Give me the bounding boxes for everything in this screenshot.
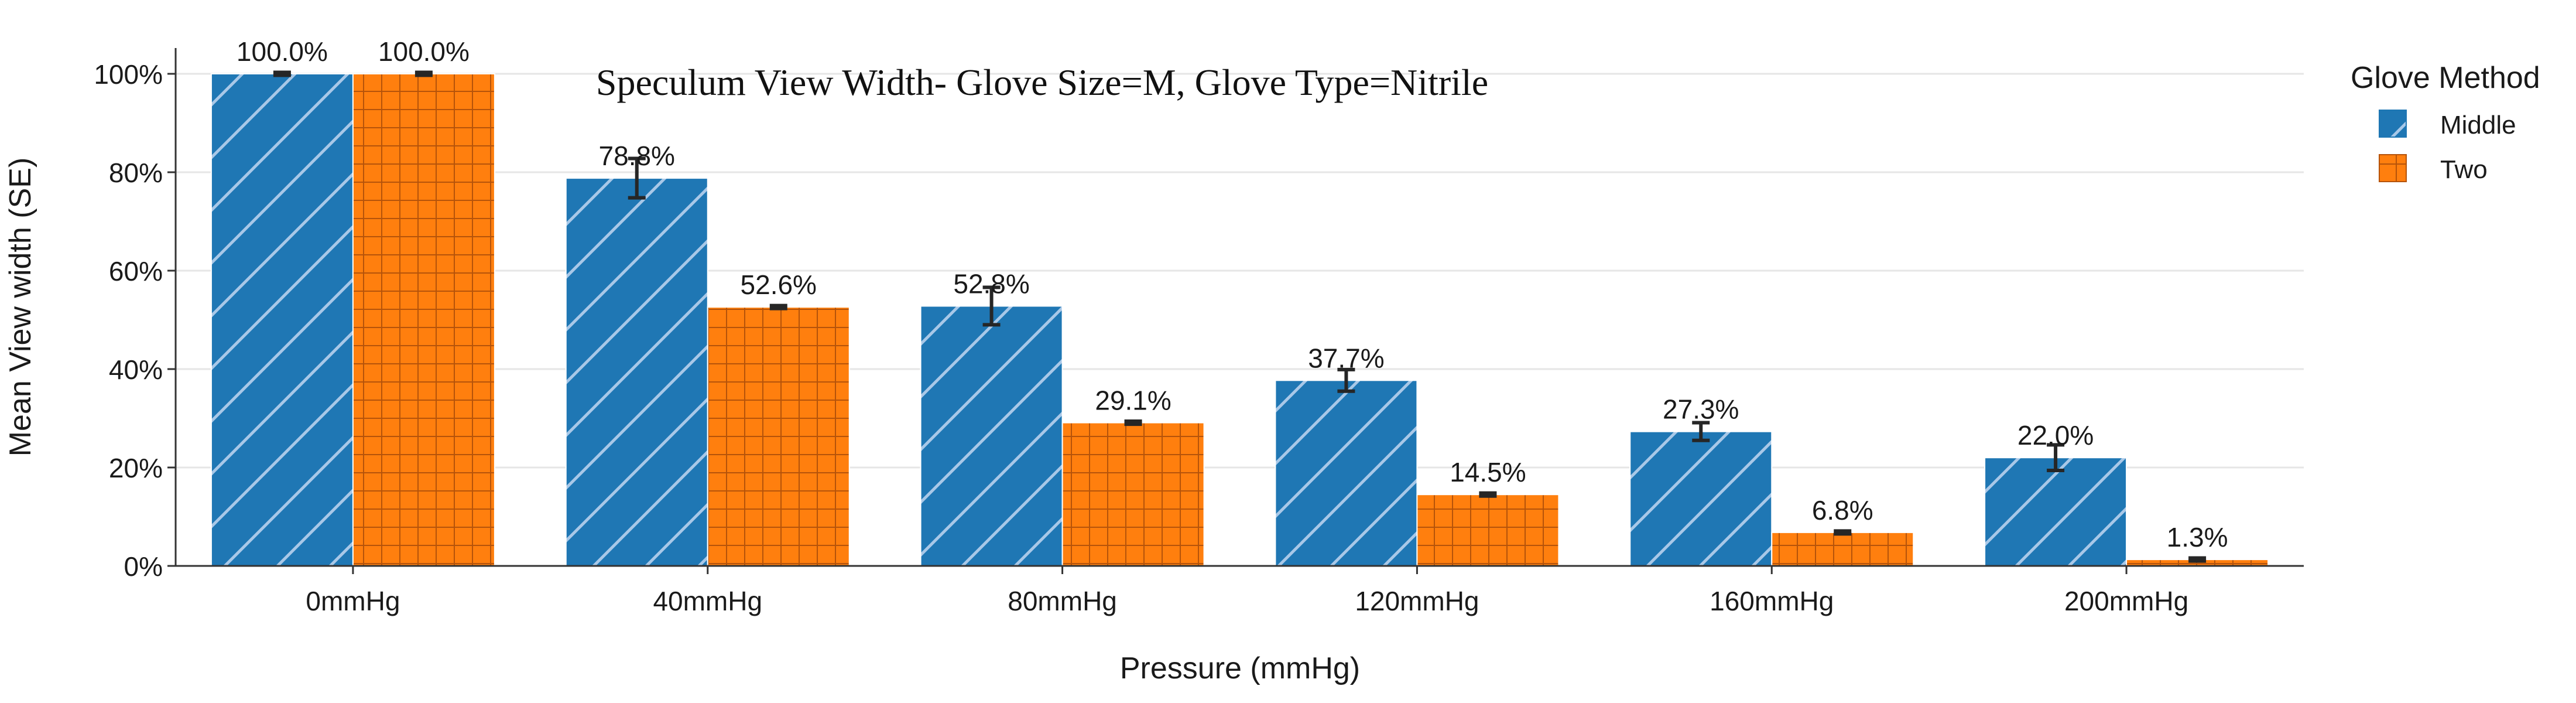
y-axis-title: Mean View width (SE)	[4, 158, 37, 457]
y-tick-label: 80%	[109, 158, 163, 188]
bar-two	[1771, 531, 1914, 567]
data-label-two: 52.6%	[741, 269, 817, 300]
legend-label-two: Two	[2440, 155, 2488, 184]
data-label-middle: 78.8%	[599, 141, 675, 171]
data-label-two: 14.5%	[1450, 457, 1526, 487]
data-label-two: 6.8%	[1812, 495, 1873, 525]
error-bars	[273, 70, 2207, 563]
bar-two	[352, 73, 495, 567]
data-labels: 100.0% 100.0% 78.8% 52.6% 52.8% 29.1% 37.7% 14.…	[237, 36, 2228, 552]
y-tick-label: 100%	[94, 59, 163, 90]
x-tick-label: 80mmHg	[1008, 586, 1117, 616]
legend-title: Glove Method	[2351, 61, 2540, 95]
y-tick-label: 40%	[109, 354, 163, 385]
legend-swatch-middle	[2379, 110, 2407, 138]
x-tick-label: 160mmHg	[1710, 586, 1834, 616]
y-tick-label: 20%	[109, 453, 163, 483]
y-axis-ticks: 0% 20% 40% 60% 80% 100%	[94, 59, 176, 582]
chart-title: Speculum View Width- Glove Size=M, Glove…	[596, 62, 1488, 103]
bar-middle	[210, 73, 354, 567]
legend-label-middle: Middle	[2440, 111, 2516, 139]
data-label-two: 100.0%	[378, 36, 470, 67]
x-tick-label: 40mmHg	[653, 586, 762, 616]
legend-swatch-two	[2379, 154, 2407, 182]
legend: Glove Method Middle Two	[2351, 61, 2540, 184]
y-tick-label: 60%	[109, 256, 163, 286]
bar-middle	[565, 178, 708, 567]
x-axis-title: Pressure (mmHg)	[1120, 651, 1360, 685]
bar-middle	[1275, 380, 1418, 567]
data-label-two: 29.1%	[1095, 385, 1171, 416]
bar-middle	[920, 305, 1063, 567]
x-tick-label: 120mmHg	[1355, 586, 1479, 616]
data-label-middle: 27.3%	[1663, 394, 1739, 425]
data-label-middle: 37.7%	[1308, 343, 1384, 373]
data-label-two: 1.3%	[2167, 522, 2228, 552]
y-tick-label: 0%	[124, 551, 163, 582]
bar-two	[707, 306, 850, 567]
bar-middle	[1629, 431, 1773, 567]
bars	[210, 73, 2269, 567]
bar-two	[1416, 494, 1560, 567]
data-label-middle: 22.0%	[2017, 420, 2094, 451]
bar-two	[1061, 422, 1205, 567]
data-label-middle: 52.8%	[953, 268, 1029, 299]
bar-middle	[1984, 457, 2128, 567]
data-label-middle: 100.0%	[237, 36, 328, 67]
x-axis-ticks: 0mmHg 40mmHg 80mmHg 120mmHg 160mmHg 200mmHg	[306, 566, 2188, 616]
x-tick-label: 200mmHg	[2064, 586, 2188, 616]
x-tick-label: 0mmHg	[306, 586, 400, 616]
